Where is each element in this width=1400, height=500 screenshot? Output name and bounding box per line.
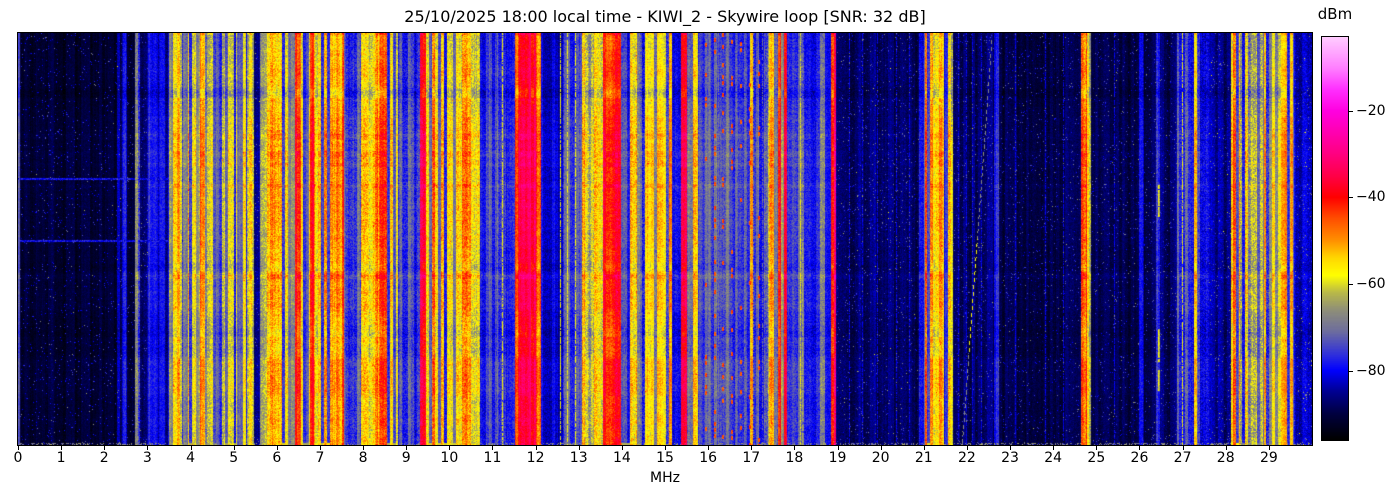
x-tick-mark [621, 446, 623, 450]
x-tick-label: 3 [142, 450, 152, 466]
x-tick-label: 2 [99, 450, 109, 466]
x-tick-mark [880, 446, 882, 450]
x-tick-label: 25 [1087, 450, 1106, 466]
x-tick-label: 5 [229, 450, 239, 466]
x-tick-label: 16 [699, 450, 718, 466]
x-tick-mark [1182, 446, 1184, 450]
x-tick-mark [104, 446, 106, 450]
x-tick-label: 10 [440, 450, 459, 466]
x-tick-label: 28 [1216, 450, 1235, 466]
x-tick-mark [276, 446, 278, 450]
colorbar-gradient-canvas [1322, 37, 1348, 440]
x-tick-label: 11 [483, 450, 502, 466]
x-tick-mark [966, 446, 968, 450]
x-tick-mark [1096, 446, 1098, 450]
x-tick-mark [665, 446, 666, 450]
x-tick-mark [708, 446, 710, 450]
x-tick-mark [1053, 446, 1055, 450]
x-tick-mark [492, 446, 494, 450]
x-tick-label: 29 [1259, 450, 1278, 466]
x-tick-label: 22 [958, 450, 976, 466]
x-tick-mark [363, 446, 365, 450]
x-tick-mark [751, 446, 753, 450]
x-tick-mark [578, 446, 580, 450]
x-tick-mark [406, 446, 408, 450]
x-tick-label: 21 [914, 450, 933, 466]
colorbar-tick-label: −60 [1356, 276, 1386, 292]
x-tick-mark [1268, 446, 1270, 450]
x-tick-label: 14 [612, 450, 631, 466]
x-tick-mark [1139, 446, 1141, 450]
x-tick-mark [1225, 446, 1227, 450]
x-tick-label: 13 [569, 450, 588, 466]
x-tick-label: 15 [656, 450, 674, 466]
x-tick-mark [233, 446, 235, 450]
x-tick-label: 20 [871, 450, 890, 466]
x-tick-mark [449, 446, 451, 450]
colorbar-tick-mark [1349, 111, 1353, 112]
x-tick-mark [837, 446, 839, 450]
spectrogram-canvas [18, 33, 1312, 445]
x-tick-mark [923, 446, 925, 450]
x-tick-label: 19 [828, 450, 847, 466]
x-tick-label: 26 [1130, 450, 1149, 466]
x-tick-label: 4 [186, 450, 195, 466]
colorbar-tick-mark [1349, 284, 1353, 285]
spectrogram-plot-area [17, 32, 1313, 446]
colorbar-tick-label: −40 [1356, 189, 1386, 205]
colorbar-tick-mark [1349, 197, 1353, 198]
colorbar-tick-label: −20 [1356, 103, 1386, 119]
colorbar-label: dBm [1317, 5, 1353, 23]
x-tick-mark [61, 446, 63, 450]
x-tick-label: 1 [56, 450, 66, 466]
x-tick-label: 12 [526, 450, 545, 466]
x-tick-mark [18, 446, 19, 450]
chart-title: 25/10/2025 18:00 local time - KIWI_2 - S… [404, 7, 926, 26]
x-tick-label: 24 [1044, 450, 1063, 466]
x-tick-label: 8 [358, 450, 368, 466]
colorbar-tick-mark [1349, 371, 1353, 372]
x-tick-label: 18 [785, 450, 804, 466]
x-axis-label: MHz [650, 470, 680, 486]
x-tick-mark [1010, 446, 1012, 450]
x-tick-label: 9 [401, 450, 411, 466]
x-tick-label: 23 [1001, 450, 1019, 466]
x-tick-mark [319, 446, 321, 450]
colorbar [1321, 36, 1349, 441]
x-tick-mark [147, 446, 149, 450]
x-tick-mark [190, 446, 192, 450]
x-tick-label: 27 [1173, 450, 1192, 466]
x-tick-label: 0 [13, 450, 23, 466]
x-tick-label: 17 [742, 450, 761, 466]
x-tick-label: 6 [272, 450, 282, 466]
x-tick-mark [794, 446, 796, 450]
x-tick-mark [535, 446, 537, 450]
colorbar-tick-label: −80 [1356, 363, 1386, 379]
x-tick-label: 7 [315, 450, 325, 466]
